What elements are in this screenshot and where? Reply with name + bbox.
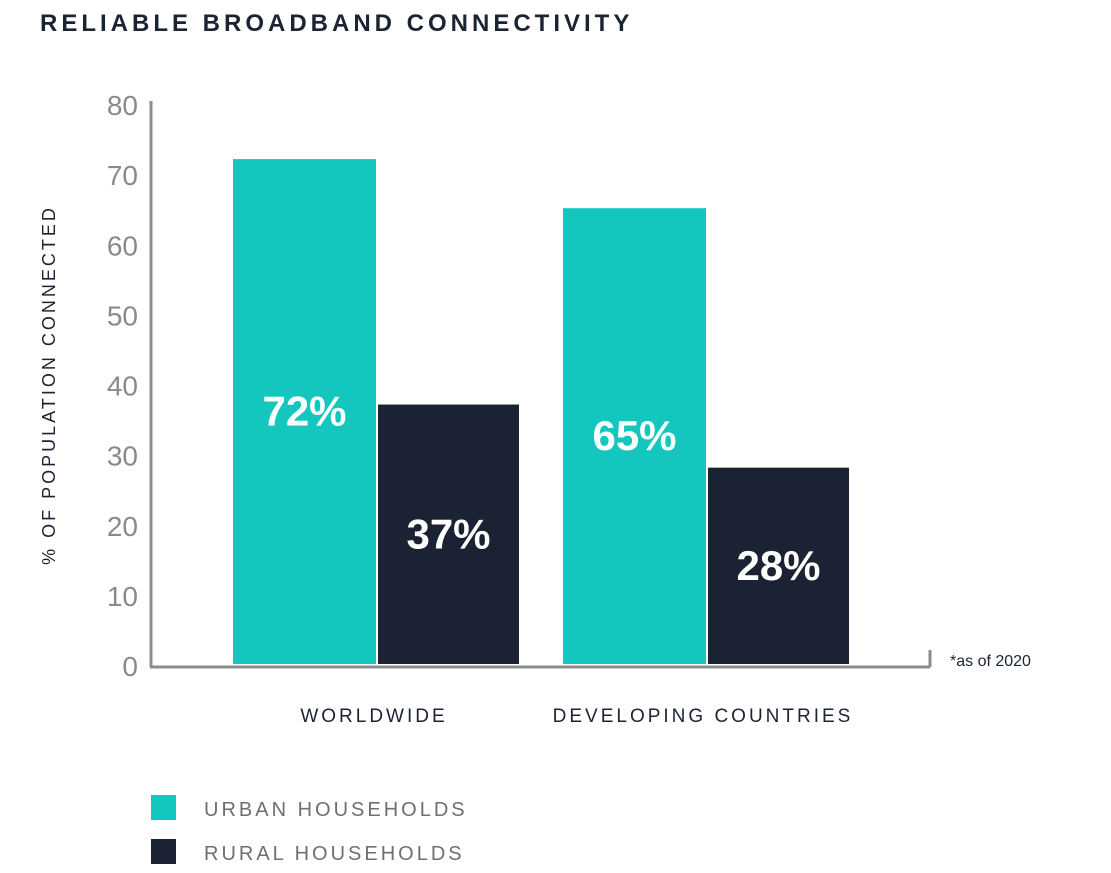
category-label: DEVELOPING COUNTRIES [553, 706, 854, 727]
y-ticks: 0 10 20 30 40 50 60 70 80 [107, 90, 138, 682]
bars [233, 159, 849, 664]
chart-title: RELIABLE BROADBAND CONNECTIVITY [40, 10, 634, 37]
legend-label: URBAN HOUSEHOLDS [204, 799, 468, 821]
bar-value-label: 65% [592, 412, 676, 459]
y-tick-label: 50 [107, 300, 138, 331]
y-tick-label: 10 [107, 581, 138, 612]
legend: URBAN HOUSEHOLDS RURAL HOUSEHOLDS [151, 795, 468, 865]
footnote: *as of 2020 [950, 653, 1031, 670]
y-tick-label: 30 [107, 441, 138, 472]
legend-swatch [151, 795, 176, 820]
bar [708, 467, 849, 664]
legend-label: RURAL HOUSEHOLDS [204, 843, 465, 865]
y-tick-label: 70 [107, 160, 138, 191]
y-tick-label: 40 [107, 371, 138, 402]
bar-value-label: 28% [736, 542, 820, 589]
bar-value-label: 37% [406, 510, 490, 557]
category-label: WORLDWIDE [300, 706, 447, 727]
category-labels: WORLDWIDE DEVELOPING COUNTRIES [300, 706, 854, 727]
axes [149, 101, 932, 669]
legend-swatch [151, 839, 176, 864]
bar [233, 159, 376, 664]
bar-value-labels: 72% 37% 65% 28% [262, 388, 820, 589]
y-axis-label: % OF POPULATION CONNECTED [39, 205, 59, 565]
y-tick-label: 20 [107, 511, 138, 542]
bar [563, 208, 706, 664]
bar [378, 404, 519, 664]
y-tick-label: 0 [122, 651, 138, 682]
y-tick-label: 80 [107, 90, 138, 121]
y-tick-label: 60 [107, 230, 138, 261]
bar-value-label: 72% [262, 388, 346, 435]
